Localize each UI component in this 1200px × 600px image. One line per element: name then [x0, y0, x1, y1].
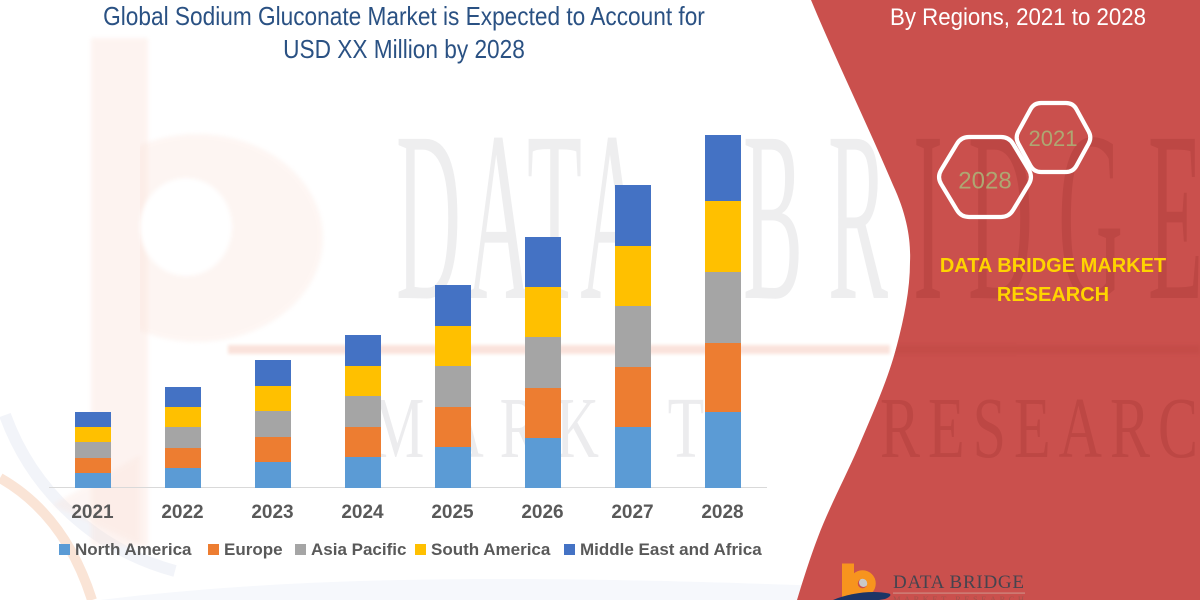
- svg-text:RESEARCH: RESEARCH: [880, 380, 1200, 477]
- svg-text:2028: 2028: [958, 168, 1011, 195]
- svg-text:DATA BRIDGE: DATA BRIDGE: [893, 572, 1024, 593]
- svg-text:2021: 2021: [1029, 126, 1078, 151]
- svg-text:MARKET: MARKET: [371, 380, 720, 477]
- svg-text:MARKET RESEARCH: MARKET RESEARCH: [893, 594, 1024, 600]
- svg-text:DATA: DATA: [396, 82, 651, 351]
